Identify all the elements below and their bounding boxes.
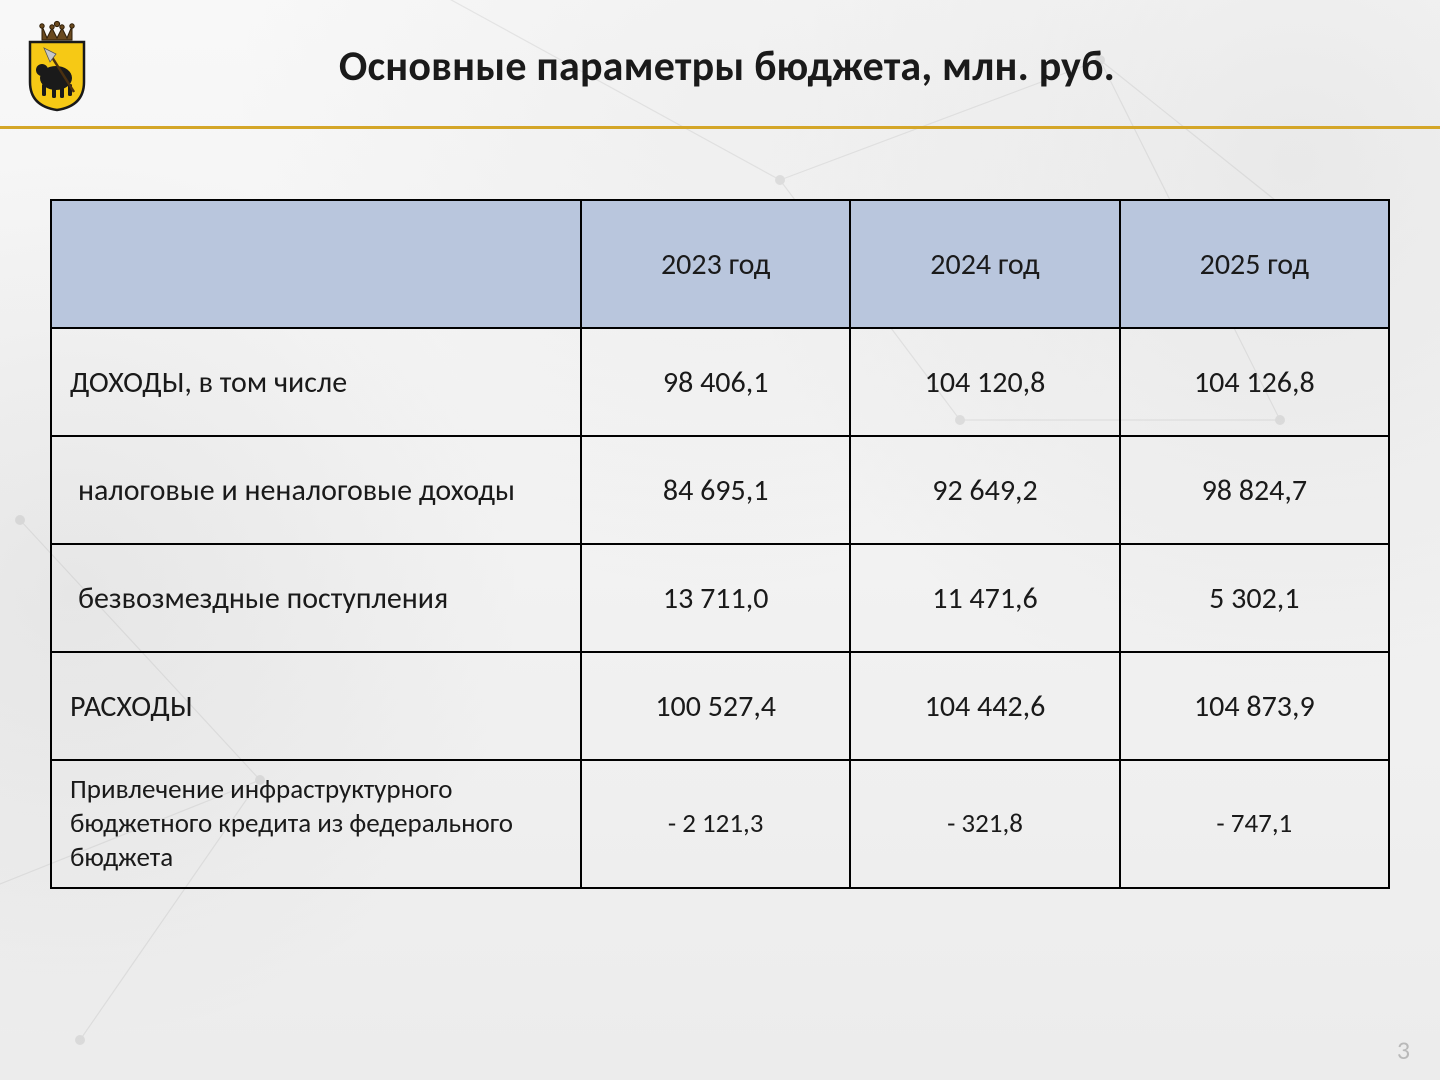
table-row: РАСХОДЫ100 527,4104 442,6104 873,9 — [51, 652, 1389, 760]
row-label: РАСХОДЫ — [51, 652, 581, 760]
table-header-blank — [51, 200, 581, 328]
budget-table-container: 2023 год 2024 год 2025 год ДОХОДЫ, в том… — [0, 129, 1440, 889]
table-row: ДОХОДЫ, в том числе98 406,1104 120,8104 … — [51, 328, 1389, 436]
row-value: 98 406,1 — [581, 328, 850, 436]
table-header-row: 2023 год 2024 год 2025 год — [51, 200, 1389, 328]
table-header-2025: 2025 год — [1120, 200, 1389, 328]
row-label: налоговые и неналоговые доходы — [51, 436, 581, 544]
row-value: 104 873,9 — [1120, 652, 1389, 760]
slide-title: Основные параметры бюджета, млн. руб. — [124, 41, 1330, 92]
row-value: 5 302,1 — [1120, 544, 1389, 652]
budget-table: 2023 год 2024 год 2025 год ДОХОДЫ, в том… — [50, 199, 1390, 889]
page-number: 3 — [1397, 1034, 1410, 1066]
table-header-2024: 2024 год — [850, 200, 1119, 328]
row-value: 11 471,6 — [850, 544, 1119, 652]
row-value: - 321,8 — [850, 760, 1119, 888]
table-header-2023: 2023 год — [581, 200, 850, 328]
coat-of-arms-icon — [20, 20, 94, 112]
row-value: - 747,1 — [1120, 760, 1389, 888]
row-value: 98 824,7 — [1120, 436, 1389, 544]
table-row: безвозмездные поступления13 711,011 471,… — [51, 544, 1389, 652]
table-row: Привлечение инфраструктурного бюджетного… — [51, 760, 1389, 888]
row-value: 104 120,8 — [850, 328, 1119, 436]
row-label: Привлечение инфраструктурного бюджетного… — [51, 760, 581, 888]
slide-header: Основные параметры бюджета, млн. руб. — [0, 0, 1440, 112]
row-value: 92 649,2 — [850, 436, 1119, 544]
row-value: 104 126,8 — [1120, 328, 1389, 436]
row-value: 104 442,6 — [850, 652, 1119, 760]
row-value: - 2 121,3 — [581, 760, 850, 888]
row-label: ДОХОДЫ, в том числе — [51, 328, 581, 436]
table-row: налоговые и неналоговые доходы84 695,192… — [51, 436, 1389, 544]
row-value: 13 711,0 — [581, 544, 850, 652]
row-value: 84 695,1 — [581, 436, 850, 544]
row-value: 100 527,4 — [581, 652, 850, 760]
row-label: безвозмездные поступления — [51, 544, 581, 652]
table-body: ДОХОДЫ, в том числе98 406,1104 120,8104 … — [51, 328, 1389, 888]
